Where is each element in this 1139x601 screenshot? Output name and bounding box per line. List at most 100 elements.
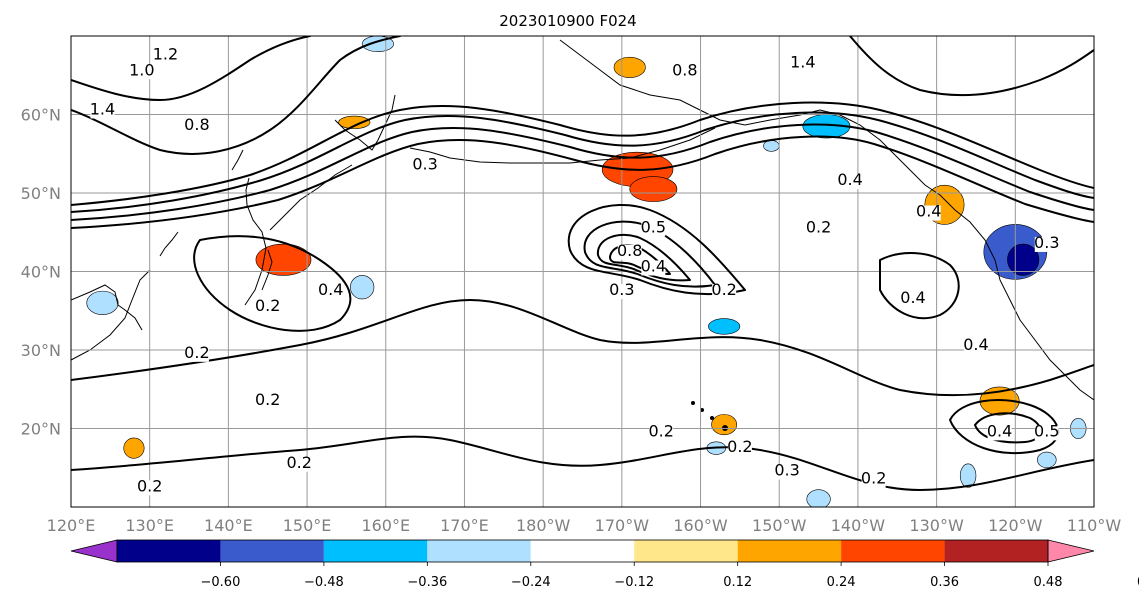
contour-label: 0.4 <box>641 257 666 276</box>
colorbar-tick-labels: −0.60 −0.48 −0.36 −0.24 −0.12 0.12 0.24 0.36 0.4… <box>201 562 1139 590</box>
longitude-tick-labels: 120°E 130°E 140°E 150°E 160°E 170°E 180°W 170°W… <box>47 516 1122 535</box>
shaded-region-7 <box>711 414 738 436</box>
colorbar-tick-label: −0.36 <box>407 575 447 590</box>
shaded-region-16 <box>806 489 831 507</box>
contour-label-bg <box>649 425 674 441</box>
contour-label-bg <box>617 244 642 260</box>
contour-label-bg <box>318 284 343 300</box>
contour-label-bg <box>287 456 312 472</box>
map-title: 2023010900 F024 <box>499 12 636 30</box>
shaded-region-1 <box>629 176 678 202</box>
colorbar-segment <box>530 540 635 562</box>
colorbar-tick-label: −0.48 <box>304 575 344 590</box>
contour-label-layer: 1.21.01.41.40.80.80.30.50.80.40.3 0.20.40… <box>90 45 1060 496</box>
contour-northwest-2 <box>71 36 311 101</box>
contour-label: 0.4 <box>987 421 1012 440</box>
colorbar-segment <box>944 540 1048 562</box>
latitude-tick-labels: 20°N 30°N 40°N 50°N 60°N <box>21 106 61 439</box>
contour-label-bg <box>963 339 988 354</box>
shaded-region-8 <box>123 437 145 459</box>
contour-label-bg <box>184 119 209 135</box>
colorbar-tick-label: 0.60 <box>1137 575 1139 590</box>
lon-tick-label: 110°W <box>1067 516 1122 535</box>
contour-label-bg <box>712 284 737 300</box>
colorbar-segment <box>220 540 324 562</box>
contour-label: 1.2 <box>153 45 178 64</box>
contour-label-bg <box>916 205 941 221</box>
lon-tick-label: 130°W <box>909 516 964 535</box>
contour-label: 0.4 <box>916 202 941 221</box>
coastline-aleutians <box>409 127 716 164</box>
contour-label-bg <box>806 221 831 237</box>
contour-label: 0.4 <box>837 170 862 189</box>
contour-low-lat-1 <box>71 299 1094 397</box>
contour-low-lat-2 <box>71 435 1094 491</box>
lon-tick-label: 150°E <box>283 516 332 535</box>
colorbar-segment <box>841 540 945 562</box>
contour-label: 0.2 <box>184 343 209 362</box>
lon-tick-label: 150°W <box>752 516 807 535</box>
colorbar-segment <box>737 540 842 562</box>
contour-label-bg <box>255 393 280 409</box>
contour-label: 1.4 <box>90 100 115 119</box>
map-frame <box>70 35 1095 508</box>
contour-label-bg <box>137 480 162 496</box>
colorbar-tick-label: 0.24 <box>827 575 856 590</box>
contour-label: 0.2 <box>727 437 752 456</box>
contour-label-bg <box>255 299 280 315</box>
lon-tick-label: 160°W <box>673 516 728 535</box>
contour-northwest <box>71 36 401 155</box>
contour-label-bg <box>609 284 634 300</box>
contour-label: 0.8 <box>672 60 697 79</box>
contour-label: 0.2 <box>806 217 831 236</box>
colorbar-tick-label: −0.24 <box>511 575 551 590</box>
contour-label-bg <box>672 64 697 80</box>
colorbar-extend-max <box>1047 539 1095 563</box>
shaded-region-18 <box>959 463 977 488</box>
contour-label-bg <box>641 260 666 276</box>
coastline-north-america <box>894 154 1094 401</box>
contour-label: 0.3 <box>412 154 437 173</box>
lon-tick-label: 140°W <box>831 516 886 535</box>
colorbar-segment <box>427 540 531 562</box>
contour-jet-2 <box>71 111 1094 213</box>
lon-tick-label: 140°E <box>204 516 253 535</box>
contour-label: 0.3 <box>609 280 634 299</box>
lon-tick-label: 120°W <box>988 516 1043 535</box>
contour-lines <box>71 36 1094 491</box>
lat-tick-label: 30°N <box>21 341 61 360</box>
lat-tick-label: 40°N <box>21 263 61 282</box>
colorbar-tick-label: 0.48 <box>1034 575 1063 590</box>
lon-tick-label: 170°W <box>595 516 650 535</box>
contour-northeast <box>849 36 1094 97</box>
contour-label-bg <box>1034 236 1059 252</box>
lat-tick-label: 50°N <box>21 184 61 203</box>
colorbar: −0.60 −0.48 −0.36 −0.24 −0.12 0.12 0.24 0.36 0.4… <box>70 539 1139 590</box>
lon-tick-label: 130°E <box>125 516 174 535</box>
colorbar-segment <box>117 540 221 562</box>
lon-tick-label: 170°E <box>440 516 489 535</box>
contour-jet-3 <box>71 123 1094 221</box>
contour-label: 0.2 <box>648 421 673 440</box>
contour-label-bg <box>90 103 115 119</box>
contour-label: 1.4 <box>790 52 815 71</box>
lat-lon-grid <box>71 36 1094 507</box>
contour-label-bg <box>153 48 178 64</box>
lon-tick-label: 160°E <box>361 516 410 535</box>
contour-label: 0.5 <box>641 217 666 236</box>
contour-label-bg <box>641 221 666 237</box>
shaded-region-19 <box>1037 451 1057 469</box>
contour-ring-3 <box>596 233 691 282</box>
colorbar-segment <box>634 540 738 562</box>
contour-label: 0.5 <box>1034 421 1059 440</box>
shaded-region-2 <box>255 243 312 276</box>
coastline-kurils <box>231 149 353 231</box>
shaded-region-3 <box>338 115 371 129</box>
colorbar-outline <box>116 539 1049 563</box>
lat-tick-label: 60°N <box>21 106 61 125</box>
contour-label: 0.2 <box>286 453 311 472</box>
contour-ring-1 <box>567 204 746 296</box>
colorbar-segments <box>70 539 1095 563</box>
contour-label-bg <box>129 64 154 80</box>
lon-tick-label: 120°E <box>47 516 96 535</box>
